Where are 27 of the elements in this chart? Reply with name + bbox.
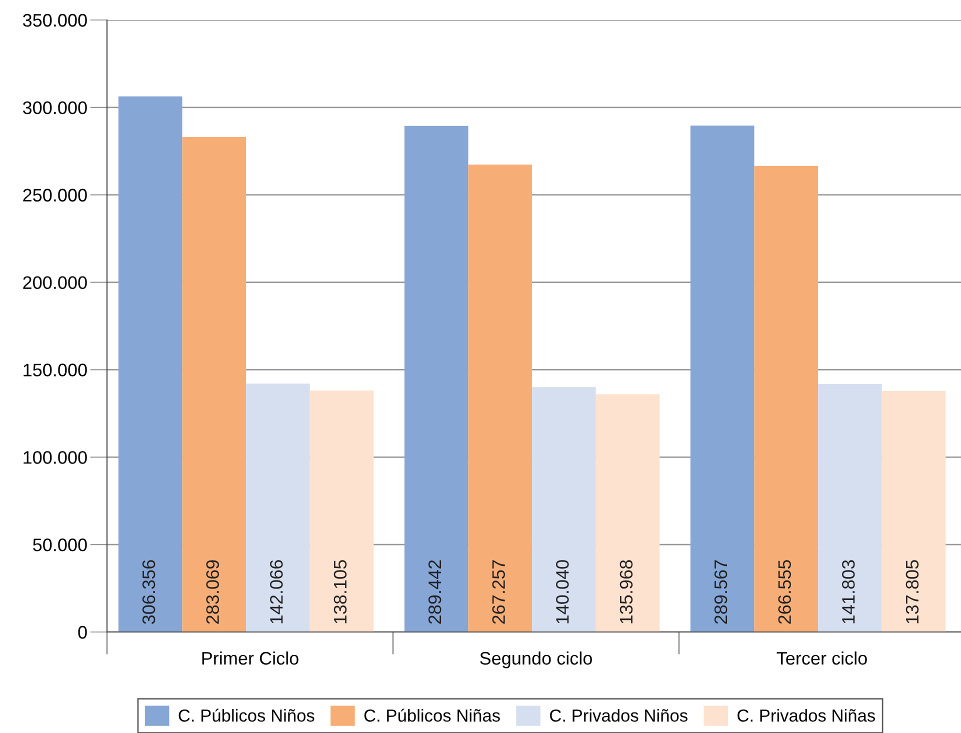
- y-tick-label: 150.000: [24, 364, 87, 376]
- y-tick-label: 100.000: [24, 451, 87, 464]
- data-label: 135.968: [620, 560, 633, 624]
- data-label: 138.105: [334, 560, 347, 624]
- y-tick-label: 50.000: [33, 538, 87, 552]
- x-tick-label: Segundo ciclo: [480, 651, 592, 668]
- x-tick-label: Primer Ciclo: [202, 651, 298, 665]
- data-label: 137.805: [906, 560, 919, 624]
- data-label: 283.069: [206, 560, 219, 624]
- legend-label: C. Privados Niños: [550, 708, 688, 722]
- legend-label: C. Públicos Niñas: [364, 708, 500, 722]
- y-tick-label: 250.000: [23, 188, 87, 202]
- y-tick-label: 0: [78, 626, 87, 639]
- y-tick-label: 200.000: [23, 276, 87, 290]
- x-tick-label: Tercer ciclo: [776, 651, 867, 665]
- legend-label: C. Privados Niñas: [738, 708, 875, 722]
- data-label: 306.356: [142, 560, 156, 624]
- data-label: 140.040: [556, 560, 569, 624]
- y-tick-label: 350.000: [22, 14, 87, 27]
- legend-label: C. Públicos Niños: [178, 708, 314, 722]
- data-label: 267.257: [492, 560, 505, 624]
- data-label: 142.066: [270, 560, 283, 624]
- data-label: 266.555: [778, 560, 791, 624]
- y-tick-label: 300.000: [22, 101, 87, 114]
- data-label: 289.442: [428, 560, 442, 624]
- data-label: 289.567: [714, 560, 728, 624]
- data-label: 141.803: [842, 560, 855, 624]
